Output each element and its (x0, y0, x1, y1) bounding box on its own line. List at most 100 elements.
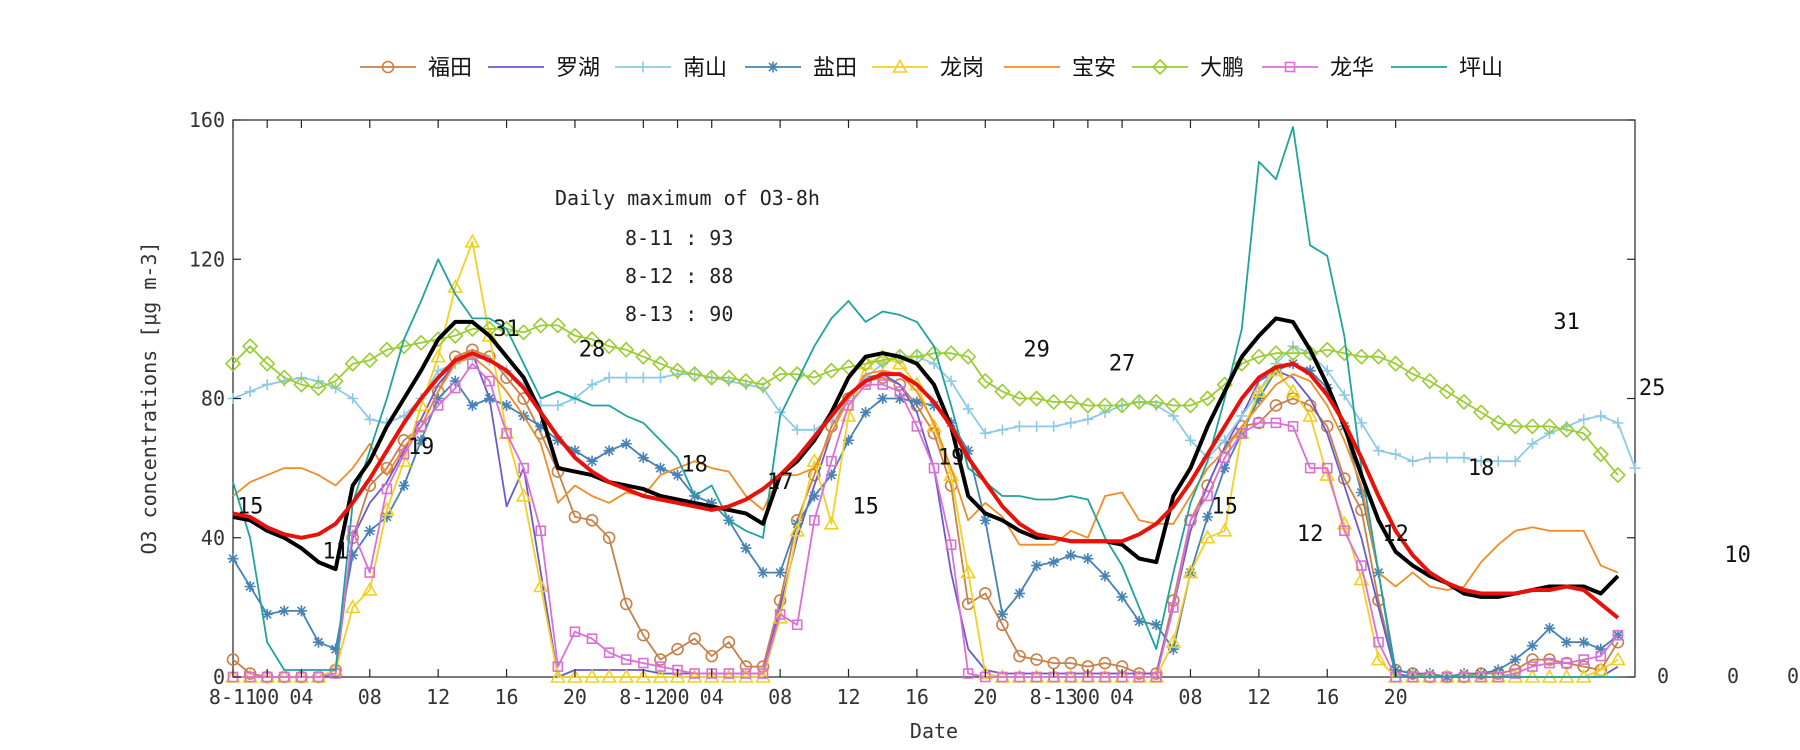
x-tick-label: 08 (768, 685, 792, 709)
data-point (415, 434, 427, 446)
data-point (618, 341, 635, 358)
data-point (586, 379, 598, 391)
data-point (293, 376, 310, 393)
hour-count-label: 17 (767, 470, 794, 495)
data-point (1065, 417, 1077, 429)
data-point (1543, 653, 1556, 666)
data-point (1475, 455, 1487, 467)
data-point (962, 445, 974, 457)
data-point (567, 668, 583, 683)
data-point (415, 421, 427, 432)
x-tick-label: 8-13 (1030, 685, 1078, 709)
y-tick-label: 160 (189, 108, 225, 132)
data-point (960, 348, 977, 365)
data-point (652, 668, 669, 683)
data-point (669, 668, 686, 683)
legend-item: 大鹏 (1132, 56, 1244, 81)
data-point (535, 420, 547, 432)
x-tick-label: 04 (1110, 685, 1134, 709)
data-point (620, 654, 632, 665)
data-point (1031, 560, 1043, 572)
data-point (1028, 390, 1045, 407)
data-point (1336, 345, 1353, 362)
annotation-box: Daily maximum of O3-8h 8-11 : 93 8-12 : … (555, 186, 820, 326)
data-point (261, 379, 273, 391)
legend: 福田 罗湖 南山 盐田 龙岗 宝安 大鹏 龙华 坪山 (360, 56, 1503, 81)
data-point (569, 445, 581, 457)
legend-label: 龙华 (1330, 56, 1374, 81)
hour-count-label: 12 (1382, 522, 1409, 547)
data-point (244, 580, 256, 592)
data-point (347, 393, 359, 404)
hour-count-label: 19 (938, 446, 965, 471)
data-point (945, 539, 957, 551)
data-point (1013, 587, 1025, 599)
x-tick-label: 00 (1076, 685, 1100, 709)
data-point (412, 334, 430, 351)
data-point (1150, 619, 1162, 631)
data-point (926, 418, 942, 433)
data-point (1287, 421, 1299, 432)
data-point (1302, 407, 1319, 422)
x-tick-label: 20 (563, 685, 587, 709)
data-point (1168, 602, 1179, 613)
data-point (1578, 636, 1590, 648)
data-point (361, 581, 378, 596)
data-point (996, 424, 1008, 436)
data-point (1592, 661, 1609, 676)
legend-item: 南山 (615, 56, 727, 81)
data-point (1527, 661, 1538, 672)
legend-label: 福田 (428, 56, 472, 81)
hour-count-label: 18 (1468, 456, 1495, 481)
data-point (1561, 657, 1572, 669)
data-point (1096, 397, 1114, 414)
hour-count-label: 11 (322, 540, 349, 565)
data-point (1509, 455, 1521, 467)
data-point (654, 653, 667, 666)
data-point (654, 462, 666, 474)
data-point (1269, 399, 1283, 412)
data-point (1578, 413, 1590, 425)
data-point (464, 233, 481, 248)
data-point (1321, 365, 1333, 377)
data-point (979, 514, 991, 526)
data-point (808, 468, 821, 482)
data-point (347, 549, 359, 561)
legend-label: 坪山 (1459, 56, 1503, 81)
data-point (689, 668, 700, 679)
data-point (755, 668, 771, 683)
data-point (1526, 653, 1539, 666)
data-point (789, 522, 806, 537)
data-point (740, 668, 752, 679)
data-point (1353, 348, 1370, 365)
data-point (703, 668, 720, 683)
data-point (774, 567, 786, 579)
data-point (552, 434, 564, 446)
data-point (432, 393, 444, 404)
data-point (620, 438, 632, 450)
legend-label: 宝安 (1072, 56, 1116, 81)
data-point (364, 413, 376, 425)
data-point (860, 406, 872, 418)
data-point (977, 372, 994, 390)
data-point (911, 396, 923, 408)
data-point (395, 338, 413, 355)
data-point (224, 355, 242, 372)
hour-count-label: 15 (237, 494, 264, 519)
data-point (449, 382, 461, 394)
legend-item: 福田 (360, 56, 472, 81)
data-point (669, 362, 686, 379)
data-point (244, 671, 256, 683)
data-point (466, 399, 478, 411)
data-point (261, 608, 273, 620)
data-point (1285, 383, 1301, 398)
legend-label: 罗湖 (556, 56, 600, 81)
data-point (344, 355, 361, 372)
data-point (1233, 355, 1250, 372)
data-point (635, 348, 652, 365)
data-point (1079, 397, 1097, 414)
data-point (738, 668, 754, 683)
data-point (1561, 636, 1573, 648)
